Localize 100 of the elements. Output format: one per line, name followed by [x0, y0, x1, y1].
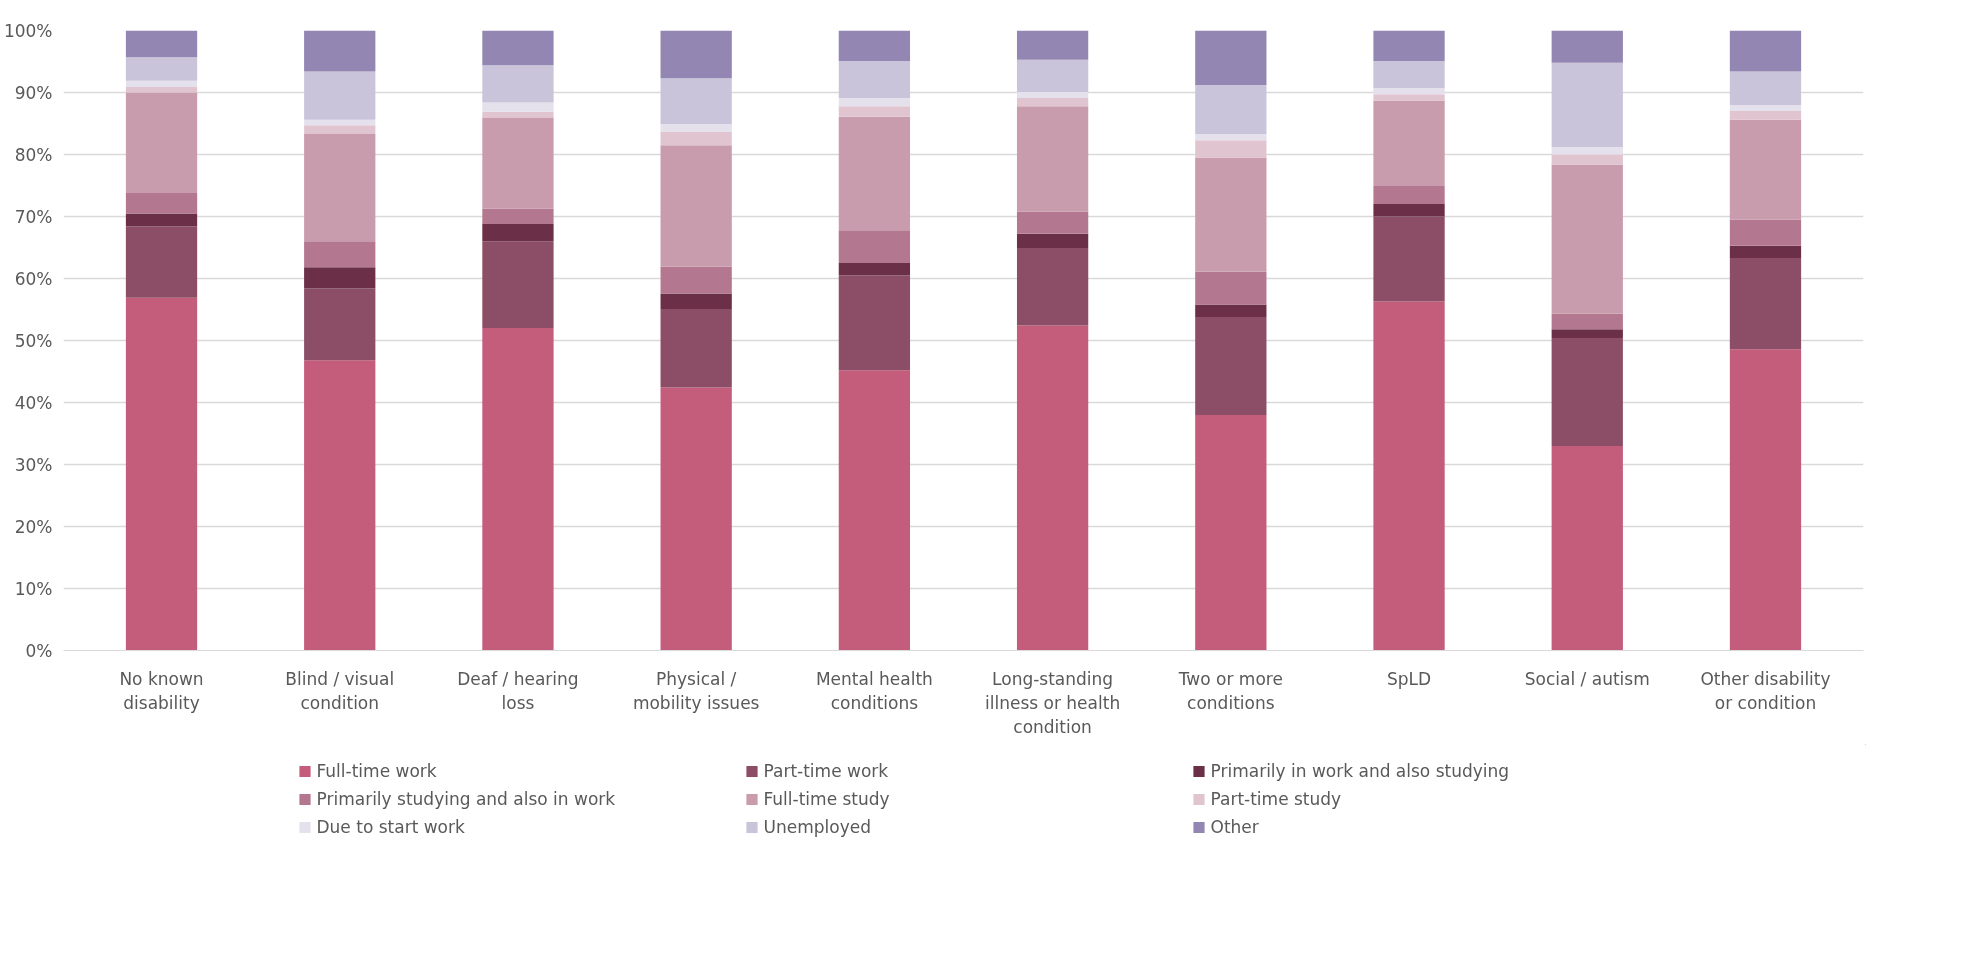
bar: [838, 116, 911, 231]
y-tick-label: 100%: [3, 20, 53, 41]
bar: [1195, 157, 1267, 272]
bar: [1551, 329, 1623, 339]
x-tick-label: Other disability or condition: [1700, 668, 1831, 713]
bar: [1551, 30, 1623, 63]
bar: [1373, 186, 1445, 205]
legend-label: Full-time study: [763, 789, 891, 809]
bar: [1016, 248, 1089, 326]
legend-label: Part-time work: [763, 761, 890, 781]
bar: [482, 65, 554, 103]
bar: [1195, 271, 1267, 305]
bar: [660, 131, 732, 146]
legend-label: Full-time work: [316, 761, 438, 781]
x-tick-label: Mental health conditions: [815, 668, 933, 713]
bar: [660, 78, 732, 125]
bar: [1373, 60, 1445, 89]
bar: [838, 98, 911, 107]
bar: [304, 288, 376, 361]
x-tick-label: Physical / mobility issues: [632, 668, 760, 713]
bar: [125, 297, 198, 651]
bar: [1551, 445, 1623, 651]
y-tick-label: 30%: [14, 454, 53, 475]
y-tick-label: 60%: [14, 268, 53, 289]
bar: [482, 30, 554, 66]
bar: [660, 145, 732, 267]
y-tick-label: 20%: [14, 516, 53, 537]
bar: [125, 213, 198, 227]
y-tick-label: 50%: [14, 330, 53, 351]
bar: [1016, 59, 1089, 92]
x-tick-label: SpLD: [1386, 668, 1432, 689]
bar: [125, 86, 198, 93]
x-tick-label: Two or more conditions: [1177, 668, 1283, 713]
bar: [838, 106, 911, 117]
bar: [660, 308, 732, 388]
bar: [660, 387, 732, 651]
bar: [1373, 216, 1445, 302]
bar: [1195, 414, 1267, 651]
bar: [1729, 111, 1802, 120]
bar: [838, 230, 911, 263]
bar: [482, 241, 554, 329]
bar: [304, 71, 376, 120]
y-tick-label: 70%: [14, 206, 53, 227]
bar: [304, 241, 376, 268]
bar: [125, 30, 198, 58]
bar: [1373, 301, 1445, 651]
bar: [1016, 30, 1089, 60]
bar: [304, 125, 376, 135]
bar: [1551, 313, 1623, 330]
bar: [125, 92, 198, 193]
bar: [1373, 204, 1445, 217]
legend-label: Due to start work: [316, 817, 466, 837]
bar: [660, 124, 732, 132]
bar: [482, 223, 554, 242]
y-tick-label: 40%: [14, 392, 53, 413]
x-tick-label: Blind / visual condition: [285, 668, 395, 713]
x-tick-label: Social / autism: [1524, 668, 1650, 689]
bar: [1373, 30, 1445, 61]
bar: [1551, 164, 1623, 314]
bar: [1195, 316, 1267, 415]
bar: [838, 30, 911, 61]
bar: [1729, 219, 1802, 246]
x-tick-label: Long-standing illness or health condition: [985, 668, 1121, 737]
bar: [1016, 106, 1089, 212]
bar: [1016, 211, 1089, 234]
bar: [304, 30, 376, 72]
bar: [125, 192, 198, 214]
bar: [1373, 88, 1445, 95]
bar: [1195, 30, 1267, 86]
bar: [482, 328, 554, 651]
bar: [838, 263, 911, 276]
bar: [660, 30, 732, 79]
bar: [482, 111, 554, 118]
legend-label: Primarily studying and also in work: [316, 789, 617, 809]
bar: [1195, 85, 1267, 135]
bar: [304, 360, 376, 651]
bar: [1729, 119, 1802, 220]
bar: [1551, 147, 1623, 155]
legend-label: Primarily in work and also studying: [1210, 761, 1511, 781]
bar: [838, 370, 911, 651]
y-tick-label: 0%: [25, 640, 53, 661]
bar: [482, 117, 554, 209]
bar: [1016, 233, 1089, 249]
bar: [125, 57, 198, 81]
bar: [1016, 91, 1089, 99]
y-tick-label: 10%: [14, 578, 53, 599]
y-tick-label: 90%: [14, 82, 53, 103]
x-tick-label: Deaf / hearing loss: [457, 668, 579, 713]
legend-label: Part-time study: [1210, 789, 1343, 809]
bar: [125, 226, 198, 298]
legend-label: Unemployed: [763, 817, 872, 837]
legend-label: Other: [1210, 817, 1260, 837]
bar: [1551, 154, 1623, 165]
bar: [838, 60, 911, 99]
y-tick-label: 80%: [14, 144, 53, 165]
bar: [1551, 62, 1623, 148]
bar: [1373, 100, 1445, 187]
bar: [304, 267, 376, 289]
bar: [482, 208, 554, 224]
bar: [1729, 71, 1802, 105]
